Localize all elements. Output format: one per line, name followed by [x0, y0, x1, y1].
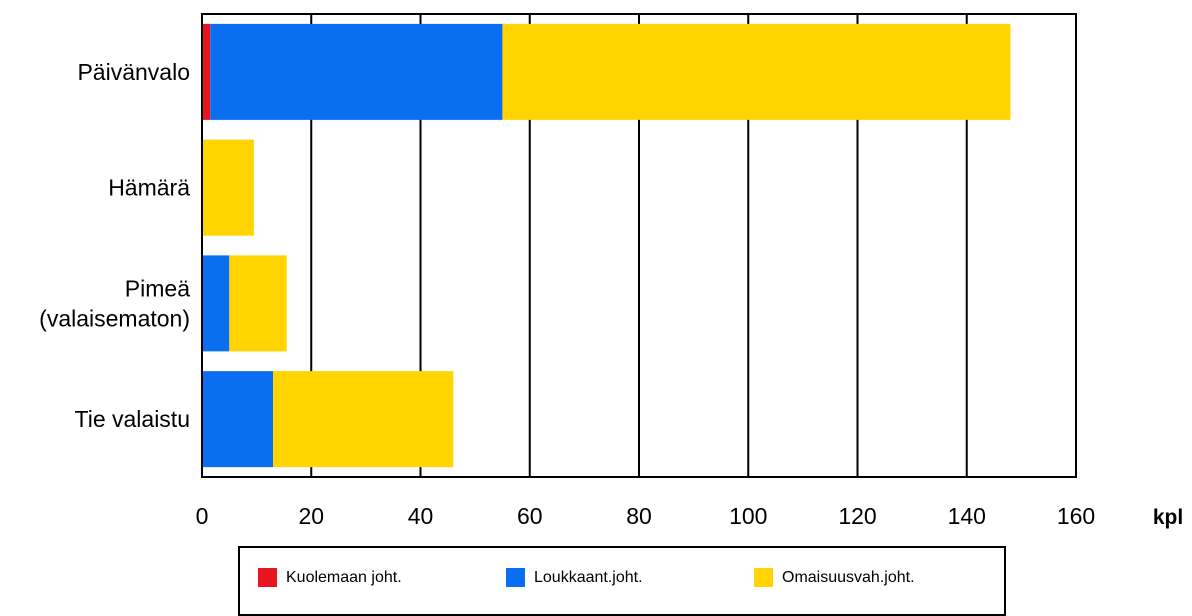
bar-0-series-2 [502, 23, 1011, 120]
bar-2-series-2 [229, 255, 287, 352]
x-tick-120: 120 [838, 503, 876, 529]
x-tick-20: 20 [298, 503, 324, 529]
x-tick-160: 160 [1057, 503, 1095, 529]
category-label-2-line-0: Pimeä [125, 275, 190, 301]
bar-0-series-1 [210, 23, 503, 120]
legend-swatch-property [754, 568, 773, 587]
bar-2-series-1 [202, 255, 230, 352]
plot-frame [201, 13, 1077, 478]
chart: Päivänvalo Hämärä Pimeä (valaisematon) Tie v… [39, 13, 1183, 529]
x-tick-80: 80 [626, 503, 652, 529]
category-labels: Päivänvalo Hämärä Pimeä (valaisematon) Tie v… [39, 59, 190, 432]
x-tick-140: 140 [948, 503, 986, 529]
category-label-1: Hämärä [108, 175, 190, 201]
x-tick-0: 0 [196, 503, 209, 529]
legend-item-property: Omaisuusvah.joht. [754, 568, 915, 587]
bar-3-series-1 [202, 371, 274, 468]
category-label-0: Päivänvalo [77, 59, 190, 85]
legend-label-property: Omaisuusvah.joht. [782, 568, 915, 586]
x-tick-40: 40 [408, 503, 434, 529]
bar-1-series-2 [202, 139, 254, 236]
legend-item-deaths: Kuolemaan joht. [258, 568, 402, 587]
x-tick-100: 100 [729, 503, 767, 529]
x-tick-60: 60 [517, 503, 543, 529]
bar-3-series-2 [273, 371, 454, 468]
category-label-2-line-1: (valaisematon) [39, 305, 190, 331]
x-tick-labels: 0 20 40 60 80 100 120 140 160 [196, 503, 1096, 529]
x-unit-label: kpl [1153, 506, 1183, 529]
bars [202, 23, 1011, 468]
category-label-3: Tie valaistu [75, 406, 190, 432]
legend-label-deaths: Kuolemaan joht. [286, 568, 402, 586]
legend-swatch-deaths [258, 568, 277, 587]
legend-item-injuries: Loukkaant.joht. [506, 568, 643, 587]
legend-swatch-injuries [506, 568, 525, 587]
legend: Kuolemaan joht. Loukkaant.joht. Omaisuus… [238, 546, 1006, 616]
bar-0-series-0 [202, 23, 211, 120]
legend-label-injuries: Loukkaant.joht. [534, 568, 643, 586]
